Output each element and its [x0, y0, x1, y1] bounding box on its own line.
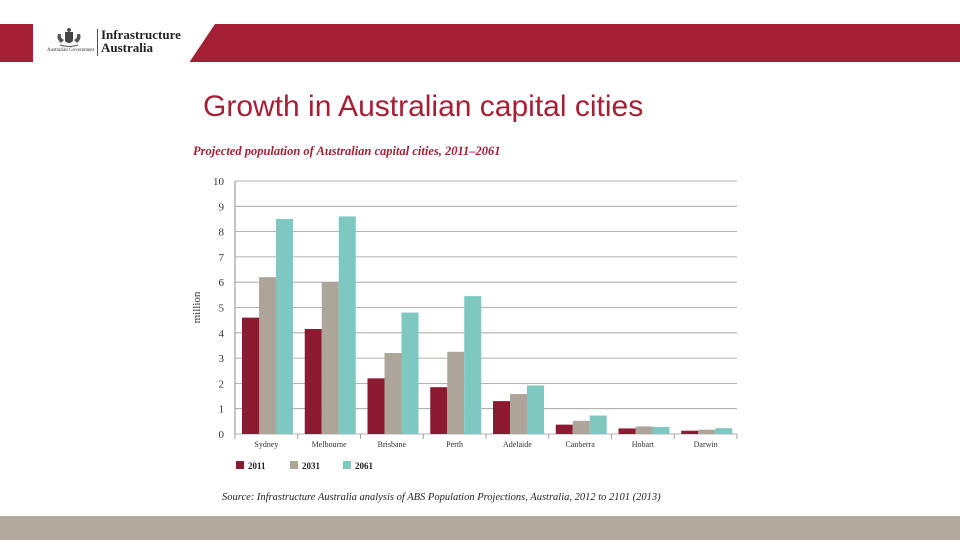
y-tick-label: 10: [213, 176, 225, 188]
bar-2031-hobart: [635, 426, 653, 434]
y-tick-label: 0: [219, 429, 225, 441]
bar-2061-hobart: [652, 426, 670, 434]
bar-2011-adelaide: [493, 401, 510, 434]
legend-label-2011: 2011: [248, 461, 266, 471]
bar-2061-sydney: [276, 218, 293, 434]
y-tick-label: 7: [219, 252, 225, 264]
y-tick-label: 6: [219, 277, 225, 289]
x-tick-label: Melbourne: [312, 440, 348, 449]
bar-2031-sydney: [259, 277, 276, 434]
bar-2011-brisbane: [367, 378, 385, 434]
bar-2061-canberra: [589, 415, 607, 434]
x-tick-label: Perth: [446, 440, 463, 449]
x-tick-label: Adelaide: [503, 440, 532, 449]
bar-2061-perth: [464, 296, 482, 434]
x-tick-label: Brisbane: [378, 440, 407, 449]
y-tick-label: 5: [219, 303, 225, 315]
bar-2031-melbourne: [321, 282, 339, 434]
bar-2031-adelaide: [510, 394, 527, 434]
legend-label-2061: 2061: [355, 461, 374, 471]
legend-label-2031: 2031: [302, 461, 321, 471]
y-tick-label: 1: [219, 404, 225, 416]
bar-2011-perth: [430, 387, 448, 434]
bar-2011-darwin: [681, 430, 699, 434]
y-tick-label: 4: [219, 328, 225, 340]
bar-2011-sydney: [242, 317, 259, 434]
bar-2061-adelaide: [527, 385, 544, 434]
bar-2061-melbourne: [338, 216, 356, 434]
logo-panel: [33, 24, 215, 62]
population-bar-chart: 0 1 2 3 4 5 6 7 8 9 10 million Sydney Melbourne Brisba…: [191, 176, 738, 471]
bar-2031-perth: [447, 351, 465, 434]
x-tick-label: Hobart: [632, 440, 655, 449]
chart-title: Projected population of Australian capit…: [193, 144, 501, 158]
coat-of-arms-icon: [57, 28, 81, 47]
y-tick-label: 8: [219, 227, 225, 239]
legend-swatch-2031: [290, 461, 298, 469]
legend-swatch-2061: [343, 461, 351, 469]
y-axis-label: million: [191, 291, 203, 323]
x-tick-label: Canberra: [565, 440, 595, 449]
logo-text: Infrastructure Australia: [101, 27, 181, 55]
y-tick-label: 9: [219, 201, 225, 213]
x-tick-label: Sydney: [254, 440, 278, 449]
government-label: Australian Government: [47, 48, 95, 53]
page-title: Growth in Australian capital cities: [203, 90, 644, 123]
logo-divider: [97, 29, 98, 56]
y-tick-label: 2: [219, 378, 225, 390]
bar-2011-hobart: [618, 428, 636, 434]
footer-band: [0, 516, 960, 540]
bar-2011-melbourne: [304, 329, 322, 434]
x-tick-label: Darwin: [694, 440, 718, 449]
legend-swatch-2011: [236, 461, 244, 469]
bar-2031-canberra: [572, 420, 590, 434]
source-note: Source: Infrastructure Australia analysi…: [222, 492, 661, 503]
bar-2031-brisbane: [384, 353, 402, 434]
y-tick-label: 3: [219, 353, 225, 365]
bar-2061-darwin: [715, 428, 733, 434]
bar-2061-brisbane: [401, 312, 419, 434]
bar-2011-canberra: [555, 424, 573, 434]
bar-2031-darwin: [698, 429, 716, 434]
